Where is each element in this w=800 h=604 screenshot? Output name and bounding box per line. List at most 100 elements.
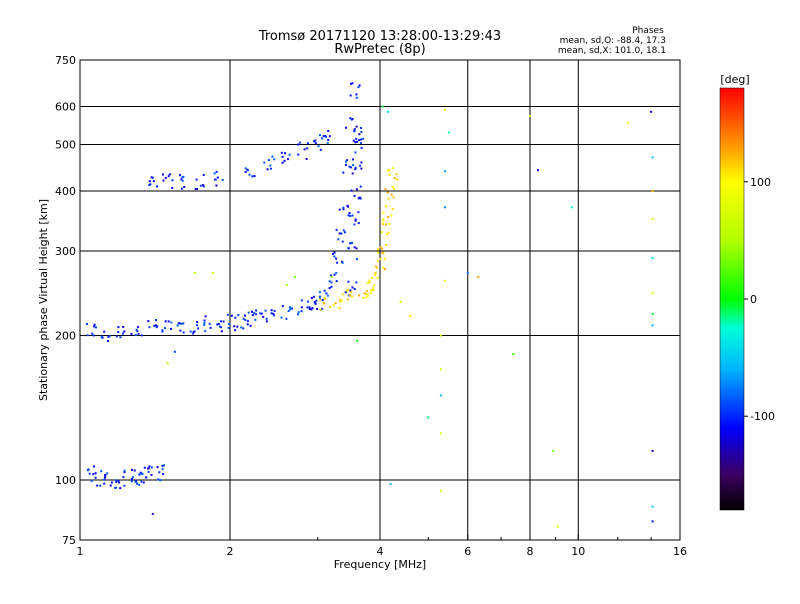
data-point [335, 228, 338, 231]
data-point [651, 190, 654, 192]
data-point [119, 487, 122, 490]
data-point [150, 176, 153, 179]
data-point [138, 483, 141, 486]
data-point [329, 306, 331, 309]
data-point [377, 251, 380, 254]
data-point [115, 479, 118, 482]
data-point [155, 324, 158, 327]
data-point [346, 159, 349, 162]
data-point [323, 289, 326, 292]
data-point [387, 216, 390, 219]
data-point [253, 175, 256, 178]
data-point [348, 212, 351, 214]
data-point [260, 312, 263, 315]
data-point [351, 286, 354, 289]
data-point [307, 300, 309, 303]
data-point [321, 137, 324, 140]
data-point [202, 184, 205, 187]
data-point [297, 153, 300, 156]
data-point [254, 318, 257, 321]
data-point [371, 277, 374, 279]
data-point [388, 169, 391, 171]
data-point [100, 335, 103, 338]
phase-info-o-mode: mean, sd,O: -88.4, 17.3 [560, 36, 666, 46]
data-point [347, 214, 350, 217]
data-point [306, 142, 309, 145]
y-axis-ticks: 75 100 200 300 400 500 600 750 [55, 54, 86, 547]
data-point [651, 156, 654, 159]
data-point [141, 472, 144, 475]
data-point [340, 299, 343, 302]
data-point [273, 309, 276, 312]
data-point [318, 291, 321, 294]
data-point [386, 169, 389, 172]
data-point [167, 320, 170, 323]
x-axis-label: Frequency [MHz] [334, 558, 426, 571]
data-point [285, 317, 288, 320]
data-point [237, 314, 240, 317]
data-point [94, 326, 97, 329]
data-point [333, 251, 336, 254]
data-point [300, 306, 303, 309]
data-point [285, 283, 288, 286]
data-point [179, 329, 182, 332]
data-point [288, 306, 291, 309]
data-point [136, 482, 139, 485]
data-point [152, 180, 155, 183]
data-point [379, 258, 382, 261]
data-point [347, 247, 350, 250]
data-point [351, 241, 354, 244]
data-point [395, 173, 398, 176]
data-point [196, 188, 198, 190]
data-point [443, 109, 446, 111]
data-point [182, 175, 185, 178]
data-point [350, 189, 353, 192]
y-tick-label: 600 [55, 101, 76, 114]
data-point [390, 193, 393, 196]
data-point [176, 324, 179, 327]
data-point [203, 322, 206, 324]
data-point [161, 464, 164, 467]
data-point [349, 289, 352, 292]
data-point [319, 148, 322, 151]
data-point [148, 326, 151, 329]
data-point [234, 329, 237, 332]
data-point [368, 281, 371, 284]
data-point [328, 280, 331, 283]
data-point [209, 326, 212, 329]
data-point [222, 320, 225, 323]
data-point [236, 325, 239, 328]
data-point [265, 317, 268, 320]
data-point [196, 321, 199, 323]
data-point [151, 512, 154, 515]
data-point [341, 293, 344, 296]
data-point [244, 170, 247, 173]
data-point [651, 520, 654, 523]
data-point [357, 139, 360, 142]
data-point [529, 115, 531, 118]
x-tick-label: 4 [377, 545, 384, 558]
data-point [374, 272, 377, 275]
data-point [130, 478, 133, 481]
data-point [354, 168, 357, 171]
data-point [308, 308, 311, 310]
data-point [382, 219, 385, 222]
data-point [477, 275, 480, 278]
data-point [197, 327, 200, 330]
data-point [357, 294, 360, 297]
data-point [182, 322, 185, 325]
data-point [556, 525, 559, 528]
data-point [273, 158, 276, 161]
data-point [351, 172, 354, 175]
data-point [193, 272, 196, 274]
data-point [355, 137, 358, 140]
data-point [355, 125, 358, 128]
data-point [300, 299, 303, 302]
data-point [267, 159, 270, 162]
data-point [338, 208, 341, 211]
data-point [311, 307, 314, 309]
data-point [271, 155, 274, 158]
data-point [171, 186, 174, 189]
data-point [347, 280, 350, 283]
